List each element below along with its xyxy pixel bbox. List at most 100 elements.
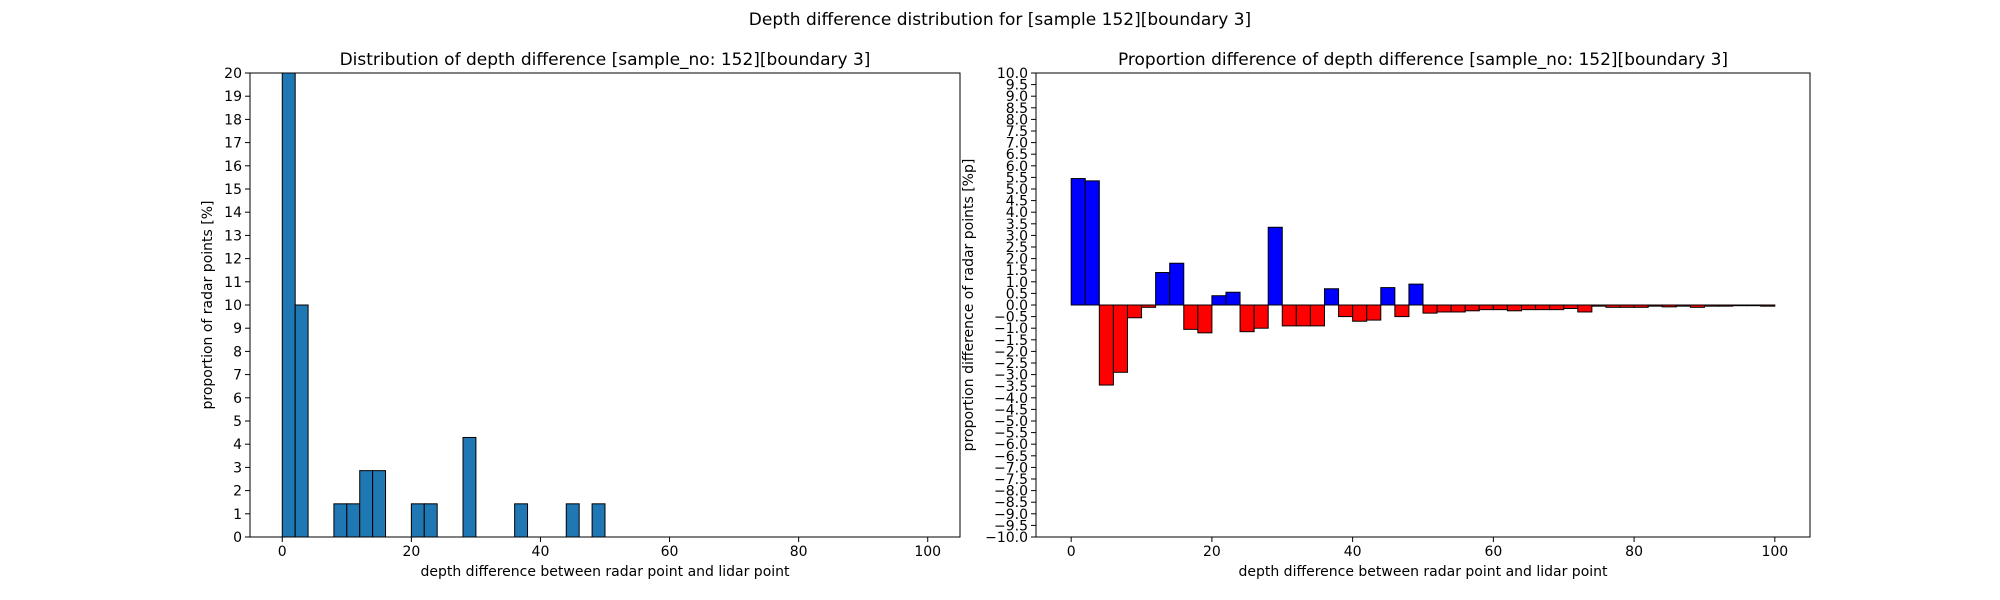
y-tick-label: 8	[233, 344, 242, 360]
y-tick-label: 0.5	[1006, 286, 1028, 302]
y-tick-label: −7.0	[994, 460, 1028, 476]
x-tick-label: 0	[278, 544, 287, 560]
y-tick-label: 6.5	[1006, 147, 1028, 163]
bar	[1112, 304, 1128, 373]
bar	[372, 470, 387, 538]
y-tick-label: −4.5	[994, 402, 1028, 418]
y-axis-label: proportion of radar points [%]	[200, 200, 216, 409]
bar	[1098, 304, 1114, 386]
bar	[514, 503, 529, 538]
bar	[1408, 283, 1424, 306]
chart-title: Proportion difference of depth differenc…	[1118, 50, 1728, 70]
bar	[1141, 304, 1157, 308]
y-tick-label: −0.5	[994, 310, 1028, 326]
y-tick-label: 1.5	[1006, 263, 1028, 279]
bar	[1309, 304, 1325, 327]
y-tick-label: 16	[224, 159, 242, 175]
bar	[359, 470, 374, 538]
y-tick-label: −8.5	[994, 495, 1028, 511]
bar	[1225, 291, 1241, 306]
bar	[1422, 304, 1438, 314]
y-tick-label: 3.5	[1006, 217, 1028, 233]
y-tick-label: 11	[224, 275, 242, 291]
y-tick-label: 19	[224, 89, 242, 105]
y-tick-label: 5.0	[1006, 182, 1028, 198]
bar	[462, 436, 477, 538]
y-tick-label: 0	[233, 530, 242, 546]
bar	[1647, 304, 1663, 307]
y-tick-label: −9.5	[994, 518, 1028, 534]
bar	[1661, 304, 1677, 308]
bar	[1563, 304, 1579, 309]
y-tick-label: 18	[224, 112, 242, 128]
y-tick-label: −6.5	[994, 449, 1028, 465]
bar	[1211, 295, 1227, 306]
bar	[1521, 304, 1537, 311]
bar	[1366, 304, 1382, 321]
y-tick-label: 9	[233, 321, 242, 337]
y-tick-label: 0.0	[1006, 298, 1028, 314]
bar	[1506, 304, 1523, 312]
y-tick-label: 7	[233, 368, 242, 384]
bar	[1549, 304, 1565, 311]
y-tick-label: −8.0	[994, 484, 1028, 500]
bar	[1394, 304, 1410, 318]
y-tick-label: 12	[224, 252, 242, 268]
x-tick-label: 60	[1484, 544, 1502, 560]
figure-suptitle: Depth difference distribution for [sampl…	[748, 10, 1252, 30]
bar	[1619, 304, 1635, 308]
y-tick-label: 2.5	[1006, 240, 1028, 256]
bar	[1718, 304, 1734, 307]
bar	[1464, 304, 1480, 312]
bar	[1535, 304, 1551, 311]
y-tick-label: 14	[224, 205, 242, 221]
y-tick-label: 7.5	[1006, 124, 1028, 140]
y-tick-label: 1.0	[1006, 275, 1028, 291]
bar	[1633, 304, 1649, 308]
y-tick-label: 5	[233, 414, 242, 430]
bar	[1478, 304, 1494, 311]
y-tick-label: 8.0	[1006, 112, 1028, 128]
y-tick-label: 4.0	[1006, 205, 1028, 221]
y-tick-label: −6.0	[994, 437, 1028, 453]
x-tick-label: 20	[1203, 544, 1221, 560]
y-tick-label: −7.5	[994, 472, 1028, 488]
chart-title: Distribution of depth difference [sample…	[340, 50, 871, 70]
y-tick-label: −3.5	[994, 379, 1028, 395]
bar	[1436, 304, 1452, 313]
y-tick-label: −5.0	[994, 414, 1028, 430]
x-axis-label: depth difference between radar point and…	[420, 564, 790, 580]
y-tick-label: −1.0	[994, 321, 1028, 337]
bar	[1281, 304, 1297, 327]
x-axis-label: depth difference between radar point and…	[1238, 564, 1608, 580]
y-tick-label: 3.0	[1006, 228, 1028, 244]
y-tick-label: 8.5	[1006, 101, 1028, 117]
y-tick-label: 9.0	[1006, 89, 1028, 105]
bar	[1338, 304, 1354, 318]
bar	[1126, 304, 1143, 319]
bar	[346, 503, 361, 538]
y-tick-label: 1	[233, 507, 242, 523]
bar	[1197, 304, 1213, 334]
bar	[410, 503, 425, 538]
bar	[423, 503, 438, 538]
bar	[565, 503, 580, 538]
bar	[281, 72, 296, 538]
bar	[1352, 304, 1368, 322]
bar	[1295, 304, 1311, 327]
plot-frame	[249, 72, 961, 538]
y-tick-label: 15	[224, 182, 242, 198]
y-tick-label: −2.0	[994, 344, 1028, 360]
y-tick-label: 2.0	[1006, 252, 1028, 268]
x-tick-label: 40	[1344, 544, 1362, 560]
y-tick-label: 9.5	[1006, 78, 1028, 94]
bar	[294, 304, 309, 538]
y-tick-label: 13	[224, 228, 242, 244]
bar	[1155, 272, 1171, 306]
x-tick-label: 80	[790, 544, 808, 560]
bar	[1732, 304, 1748, 307]
bar	[1084, 180, 1100, 306]
bar	[1760, 304, 1776, 307]
y-tick-label: 2	[233, 484, 242, 500]
